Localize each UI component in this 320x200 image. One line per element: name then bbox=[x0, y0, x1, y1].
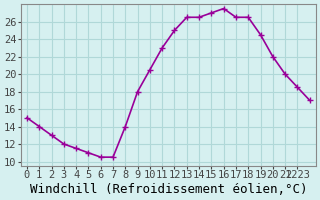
X-axis label: Windchill (Refroidissement éolien,°C): Windchill (Refroidissement éolien,°C) bbox=[29, 183, 307, 196]
